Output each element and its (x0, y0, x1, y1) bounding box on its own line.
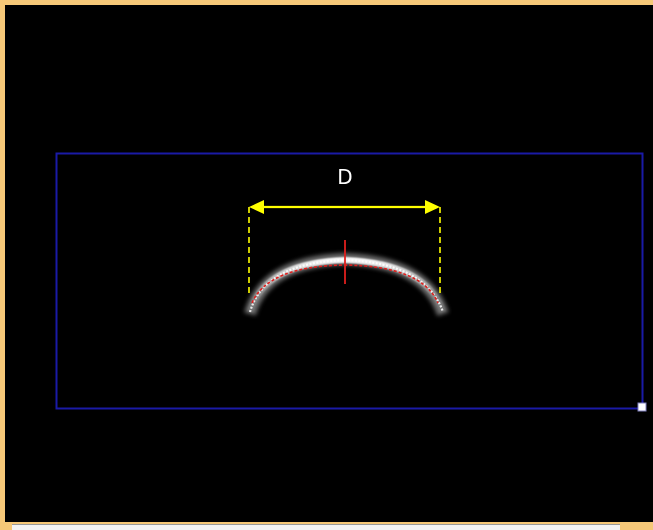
roi-resize-handle[interactable] (637, 402, 647, 412)
cornea-arc (244, 252, 449, 317)
caliper-right-arrow-icon (425, 200, 440, 214)
measurement-label: D (337, 165, 352, 189)
roi-box[interactable] (55, 152, 644, 410)
bottom-scrollbar[interactable] (12, 524, 620, 530)
caliper-left-arrow-icon (249, 200, 264, 214)
